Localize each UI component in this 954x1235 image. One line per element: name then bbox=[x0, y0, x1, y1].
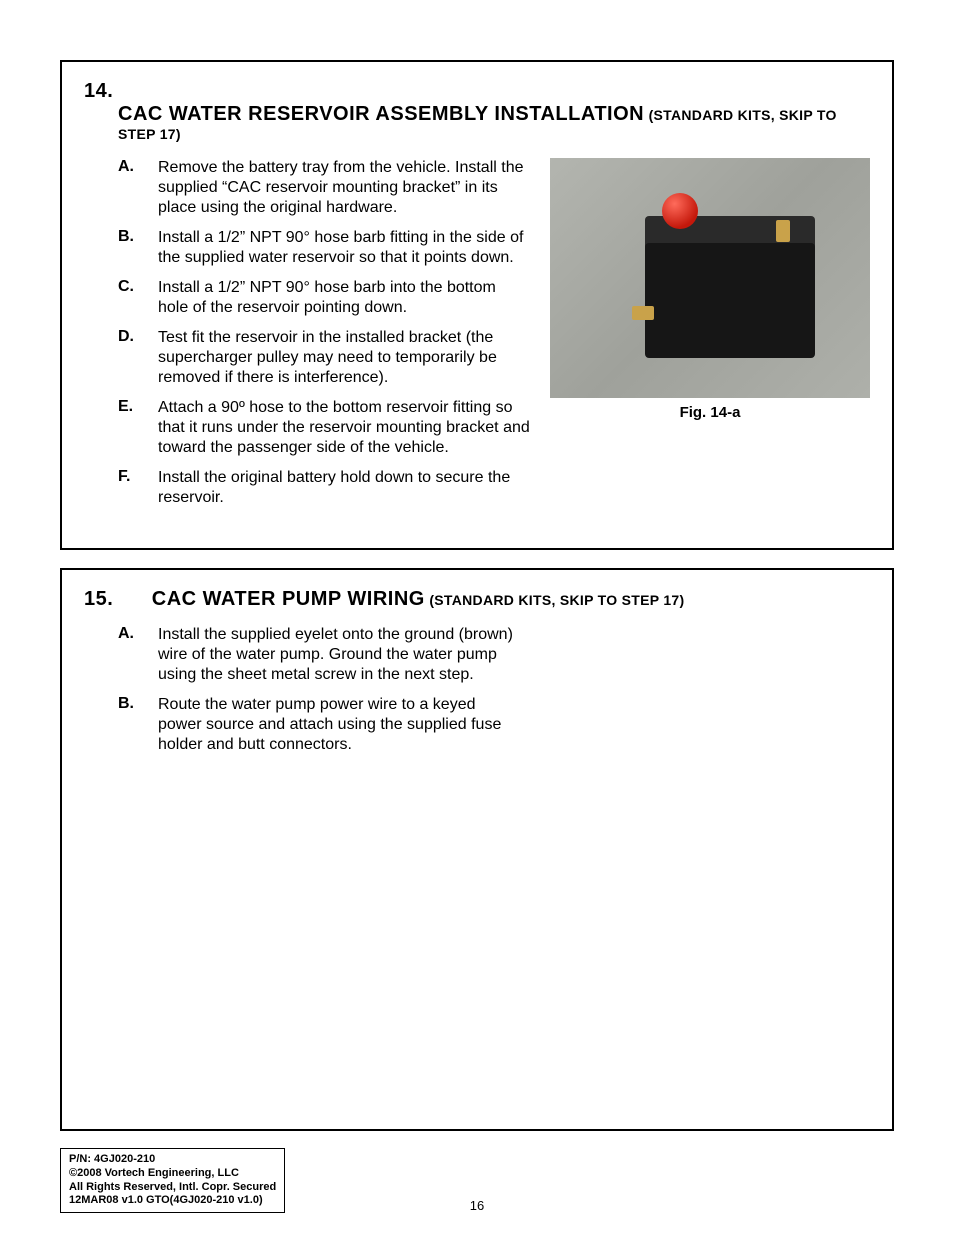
section-15-steps: A. Install the supplied eyelet onto the … bbox=[84, 625, 514, 765]
step-text: Install the original battery hold down t… bbox=[158, 468, 530, 508]
step-text: Test fit the reservoir in the installed … bbox=[158, 328, 530, 388]
section-15-content: A. Install the supplied eyelet onto the … bbox=[84, 625, 870, 765]
figure-14a-caption: Fig. 14-a bbox=[550, 404, 870, 421]
section-15-box: 15. CAC WATER PUMP WIRING (STANDARD KITS… bbox=[60, 568, 894, 1131]
step-letter: D. bbox=[118, 328, 158, 388]
section-14-heading: 14. CAC WATER RESERVOIR ASSEMBLY INSTALL… bbox=[84, 80, 870, 144]
footer-copyright: ©2008 Vortech Engineering, LLC bbox=[69, 1167, 276, 1181]
step-text: Remove the battery tray from the vehicle… bbox=[158, 158, 530, 218]
list-item: E. Attach a 90º hose to the bottom reser… bbox=[84, 398, 530, 458]
section-15-number: 15. bbox=[84, 588, 113, 610]
footer-version: 12MAR08 v1.0 GTO(4GJ020-210 v1.0) bbox=[69, 1194, 276, 1208]
step-text: Attach a 90º hose to the bottom reservoi… bbox=[158, 398, 530, 458]
step-letter: B. bbox=[118, 695, 158, 755]
step-letter: F. bbox=[118, 468, 158, 508]
page-footer: P/N: 4GJ020-210 ©2008 Vortech Engineerin… bbox=[60, 1148, 894, 1213]
page: 14. CAC WATER RESERVOIR ASSEMBLY INSTALL… bbox=[0, 0, 954, 1235]
section-14-title: CAC WATER RESERVOIR ASSEMBLY INSTALLATIO… bbox=[118, 103, 644, 125]
step-letter: A. bbox=[118, 625, 158, 685]
step-text: Install a 1/2” NPT 90° hose barb into th… bbox=[158, 278, 530, 318]
list-item: B. Route the water pump power wire to a … bbox=[84, 695, 514, 755]
list-item: B. Install a 1/2” NPT 90° hose barb fitt… bbox=[84, 228, 530, 268]
section-14-box: 14. CAC WATER RESERVOIR ASSEMBLY INSTALL… bbox=[60, 60, 894, 550]
step-letter: B. bbox=[118, 228, 158, 268]
footer-rights: All Rights Reserved, Intl. Copr. Secured bbox=[69, 1181, 276, 1195]
step-text: Route the water pump power wire to a key… bbox=[158, 695, 514, 755]
page-number: 16 bbox=[470, 1198, 484, 1213]
list-item: C. Install a 1/2” NPT 90° hose barb into… bbox=[84, 278, 530, 318]
figure-14a-image bbox=[550, 158, 870, 398]
section-15-subtitle: (STANDARD KITS, SKIP TO STEP 17) bbox=[429, 592, 684, 608]
section-15-heading: 15. CAC WATER PUMP WIRING (STANDARD KITS… bbox=[84, 588, 870, 611]
section-14-figure-column: Fig. 14-a bbox=[550, 158, 870, 518]
step-letter: E. bbox=[118, 398, 158, 458]
step-letter: A. bbox=[118, 158, 158, 218]
brass-fitting-icon bbox=[632, 306, 654, 320]
step-text: Install the supplied eyelet onto the gro… bbox=[158, 625, 514, 685]
section-14-number: 14. bbox=[84, 80, 113, 102]
list-item: A. Remove the battery tray from the vehi… bbox=[84, 158, 530, 218]
brass-fitting-icon bbox=[776, 220, 790, 242]
reservoir-cap-icon bbox=[662, 193, 698, 229]
step-text: Install a 1/2” NPT 90° hose barb fitting… bbox=[158, 228, 530, 268]
section-15-title: CAC WATER PUMP WIRING bbox=[152, 588, 425, 610]
section-14-content: A. Remove the battery tray from the vehi… bbox=[84, 158, 870, 518]
footer-part-number: P/N: 4GJ020-210 bbox=[69, 1153, 276, 1167]
list-item: D. Test fit the reservoir in the install… bbox=[84, 328, 530, 388]
footer-info-box: P/N: 4GJ020-210 ©2008 Vortech Engineerin… bbox=[60, 1148, 285, 1213]
section-14-steps: A. Remove the battery tray from the vehi… bbox=[84, 158, 530, 518]
list-item: A. Install the supplied eyelet onto the … bbox=[84, 625, 514, 685]
list-item: F. Install the original battery hold dow… bbox=[84, 468, 530, 508]
step-letter: C. bbox=[118, 278, 158, 318]
